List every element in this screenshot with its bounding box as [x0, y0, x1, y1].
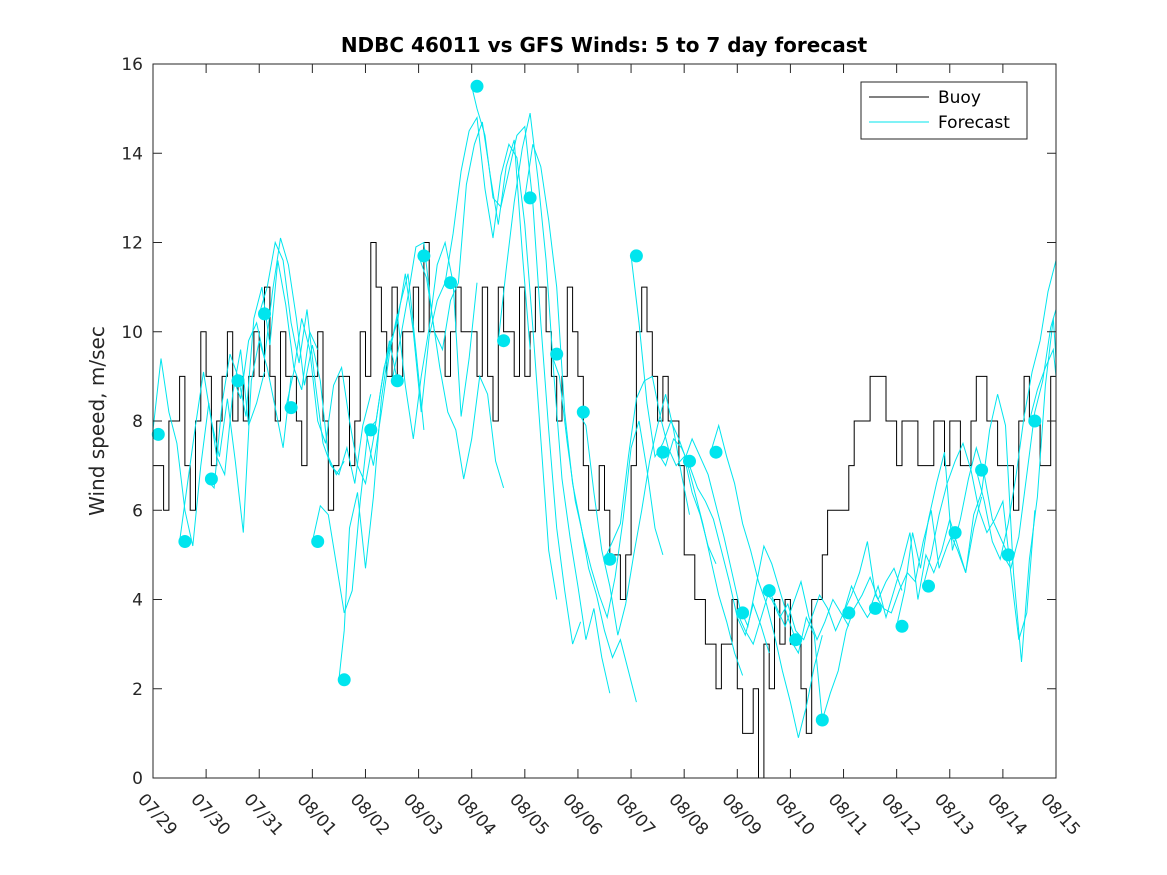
y-axis-label: Wind speed, m/sec [85, 326, 109, 516]
forecast-marker [736, 606, 750, 620]
forecast-marker [284, 401, 298, 415]
forecast-marker [789, 633, 803, 647]
y-tick-label: 8 [132, 412, 143, 432]
forecast-run-line-29 [949, 318, 1057, 663]
legend-box [860, 81, 1028, 140]
chart-title: NDBC 46011 vs GFS Winds: 5 to 7 day fore… [341, 33, 868, 57]
forecast-run-line-8 [365, 240, 478, 466]
forecast-marker [444, 276, 457, 290]
forecast-run-line-3 [232, 237, 345, 476]
forecast-run-line-25 [843, 510, 956, 614]
forecast-marker [151, 427, 165, 441]
forecast-marker [656, 445, 670, 459]
forecast-marker [603, 552, 617, 566]
forecast-marker [258, 307, 271, 321]
forecast-marker [1028, 414, 1042, 428]
forecast-marker [868, 601, 882, 615]
forecast-marker [470, 79, 484, 93]
legend-buoy-label: Buoy [938, 88, 981, 108]
forecast-marker [975, 463, 989, 477]
forecast-run-line-16 [577, 394, 690, 636]
forecast-run-line-17 [604, 375, 717, 565]
forecast-marker [1001, 548, 1015, 562]
forecast-run-line-30 [975, 260, 1057, 561]
forecast-run-line-32 [1028, 347, 1057, 422]
y-tick-label: 14 [121, 144, 143, 164]
forecast-marker [683, 454, 696, 468]
forecast-marker [311, 535, 325, 548]
forecast-marker [815, 713, 829, 727]
buoy-series-line [153, 242, 1056, 779]
forecast-run-line-21 [710, 423, 823, 738]
forecast-marker [895, 619, 909, 633]
y-tick-label: 6 [132, 501, 143, 521]
forecast-marker [178, 535, 192, 548]
forecast-marker [523, 191, 537, 205]
forecast-marker [204, 472, 218, 486]
forecast-marker [842, 606, 856, 620]
forecast-run-line-22 [736, 579, 850, 646]
y-tick-label: 4 [132, 591, 143, 611]
forecast-run-line-12 [471, 86, 582, 645]
forecast-run-line-15 [550, 353, 664, 620]
forecast-run-line-1 [179, 340, 292, 542]
forecast-run-line-7 [338, 273, 446, 680]
forecast-marker [709, 445, 723, 459]
forecast-marker [417, 249, 431, 263]
forecast-run-line-11 [444, 115, 558, 600]
forecast-run-line-23 [763, 584, 876, 641]
legend-forecast-label: Forecast [938, 113, 1010, 133]
forecast-marker [337, 673, 351, 687]
forecast-marker [364, 423, 378, 437]
forecast-run-line-31 [1002, 309, 1057, 570]
forecast-run-line-13 [497, 112, 611, 694]
forecast-run-line-28 [922, 441, 1036, 640]
y-tick-label: 10 [121, 323, 143, 343]
plot-area [151, 79, 1057, 779]
forecast-marker [629, 249, 643, 263]
forecast-run-line-9 [391, 241, 505, 489]
y-tick-label: 2 [132, 680, 143, 700]
forecast-marker [550, 347, 564, 361]
y-tick-label: 0 [132, 769, 143, 789]
forecast-marker [948, 526, 962, 540]
forecast-marker [762, 584, 776, 598]
forecast-marker [231, 374, 245, 388]
forecast-marker [390, 374, 404, 388]
y-tick-label: 16 [121, 55, 143, 75]
forecast-marker [922, 579, 935, 593]
forecast-run-line-4 [258, 240, 372, 484]
forecast-marker [497, 334, 511, 348]
forecast-run-line-27 [896, 445, 1009, 627]
forecast-run-line-24 [789, 567, 903, 721]
y-tick-label: 12 [121, 234, 143, 254]
forecast-marker [576, 405, 590, 419]
legend: Buoy Forecast [860, 81, 1028, 140]
forecast-run-line-2 [205, 260, 319, 490]
